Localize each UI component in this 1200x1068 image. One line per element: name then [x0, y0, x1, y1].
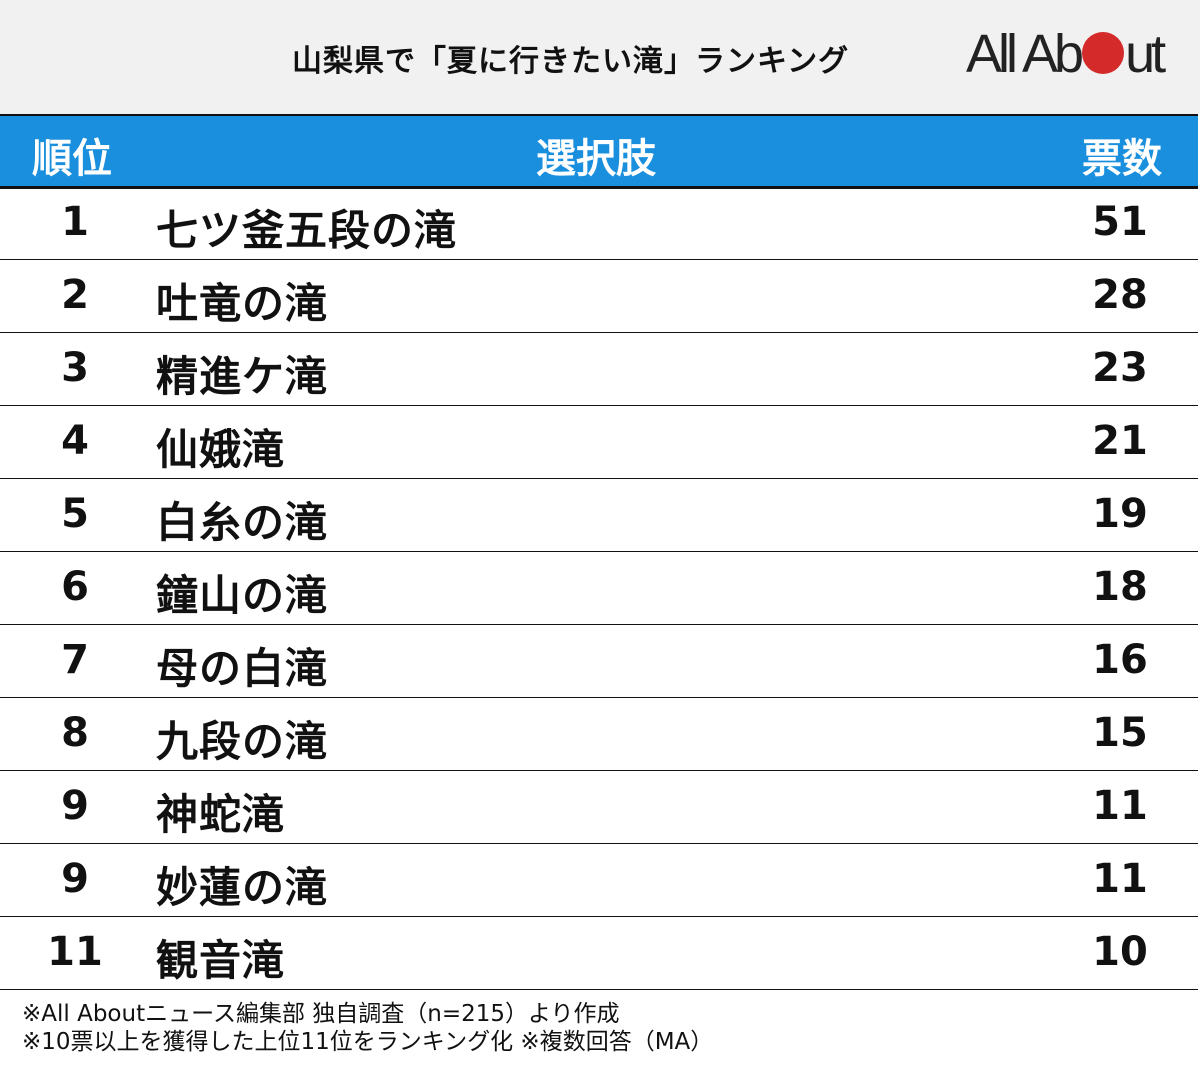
table-row: 2 吐竜の滝 28 [0, 260, 1198, 333]
votes-cell: 10 [1092, 929, 1148, 975]
page-title: 山梨県で「夏に行きたい滝」ランキング [292, 44, 850, 79]
allabout-logo: All Ab ut [966, 24, 1166, 84]
choice-cell: 七ツ釜五段の滝 [156, 206, 458, 255]
table-row: 7 母の白滝 16 [0, 625, 1198, 698]
votes-cell: 23 [1092, 345, 1148, 391]
votes-cell: 11 [1092, 856, 1148, 902]
table-row: 5 白糸の滝 19 [0, 479, 1198, 552]
table-row: 1 七ツ釜五段の滝 51 [0, 187, 1198, 260]
choice-cell: 鐘山の滝 [156, 571, 329, 620]
rank-cell: 2 [61, 272, 89, 318]
footnotes: ※All Aboutニュース編集部 独自調査（n=215）より作成 ※10票以上… [22, 1000, 713, 1056]
votes-cell: 28 [1092, 272, 1148, 318]
table-row: 4 仙娥滝 21 [0, 406, 1198, 479]
rank-cell: 3 [61, 345, 89, 391]
rank-cell: 4 [61, 418, 89, 464]
logo-red-dot-icon [1082, 32, 1125, 74]
rank-cell: 9 [61, 783, 89, 829]
choice-cell: 仙娥滝 [156, 425, 286, 474]
footnote-source: ※All Aboutニュース編集部 独自調査（n=215）より作成 [22, 1001, 620, 1027]
column-header-choice: 選択肢 [536, 136, 656, 182]
table-header: 順位 選択肢 票数 [0, 114, 1198, 189]
votes-cell: 15 [1092, 710, 1148, 756]
rank-cell: 1 [61, 199, 89, 245]
column-header-votes: 票数 [1082, 136, 1162, 182]
votes-cell: 18 [1092, 564, 1148, 610]
votes-cell: 21 [1092, 418, 1148, 464]
table-row: 11 観音滝 10 [0, 917, 1198, 990]
table-row: 3 精進ケ滝 23 [0, 333, 1198, 406]
rank-cell: 6 [61, 564, 89, 610]
choice-cell: 神蛇滝 [156, 790, 286, 839]
table-row: 9 神蛇滝 11 [0, 771, 1198, 844]
table-row: 9 妙蓮の滝 11 [0, 844, 1198, 917]
rank-cell: 5 [61, 491, 89, 537]
votes-cell: 11 [1092, 783, 1148, 829]
choice-cell: 精進ケ滝 [156, 352, 329, 401]
rank-cell: 9 [61, 856, 89, 902]
choice-cell: 観音滝 [156, 936, 286, 985]
table-row: 8 九段の滝 15 [0, 698, 1198, 771]
logo-text-post: ut [1125, 24, 1166, 84]
rank-cell: 7 [61, 637, 89, 683]
footnote-method: ※10票以上を獲得した上位11位をランキング化 ※複数回答（MA） [22, 1029, 714, 1055]
choice-cell: 白糸の滝 [156, 498, 329, 547]
choice-cell: 九段の滝 [156, 717, 329, 766]
choice-cell: 母の白滝 [156, 644, 329, 693]
title-banner: 山梨県で「夏に行きたい滝」ランキング All Ab ut [0, 0, 1200, 114]
rank-cell: 8 [61, 710, 89, 756]
choice-cell: 妙蓮の滝 [156, 863, 329, 912]
votes-cell: 16 [1092, 637, 1148, 683]
votes-cell: 19 [1092, 491, 1148, 537]
votes-cell: 51 [1092, 199, 1148, 245]
choice-cell: 吐竜の滝 [156, 279, 329, 328]
ranking-table-body: 1 七ツ釜五段の滝 51 2 吐竜の滝 28 3 精進ケ滝 23 4 仙娥滝 21 5 白糸の滝 1… [0, 187, 1198, 990]
table-row: 6 鐘山の滝 18 [0, 552, 1198, 625]
column-header-rank: 順位 [32, 136, 112, 182]
rank-cell: 11 [47, 929, 103, 975]
logo-text-pre: All Ab [966, 24, 1084, 84]
